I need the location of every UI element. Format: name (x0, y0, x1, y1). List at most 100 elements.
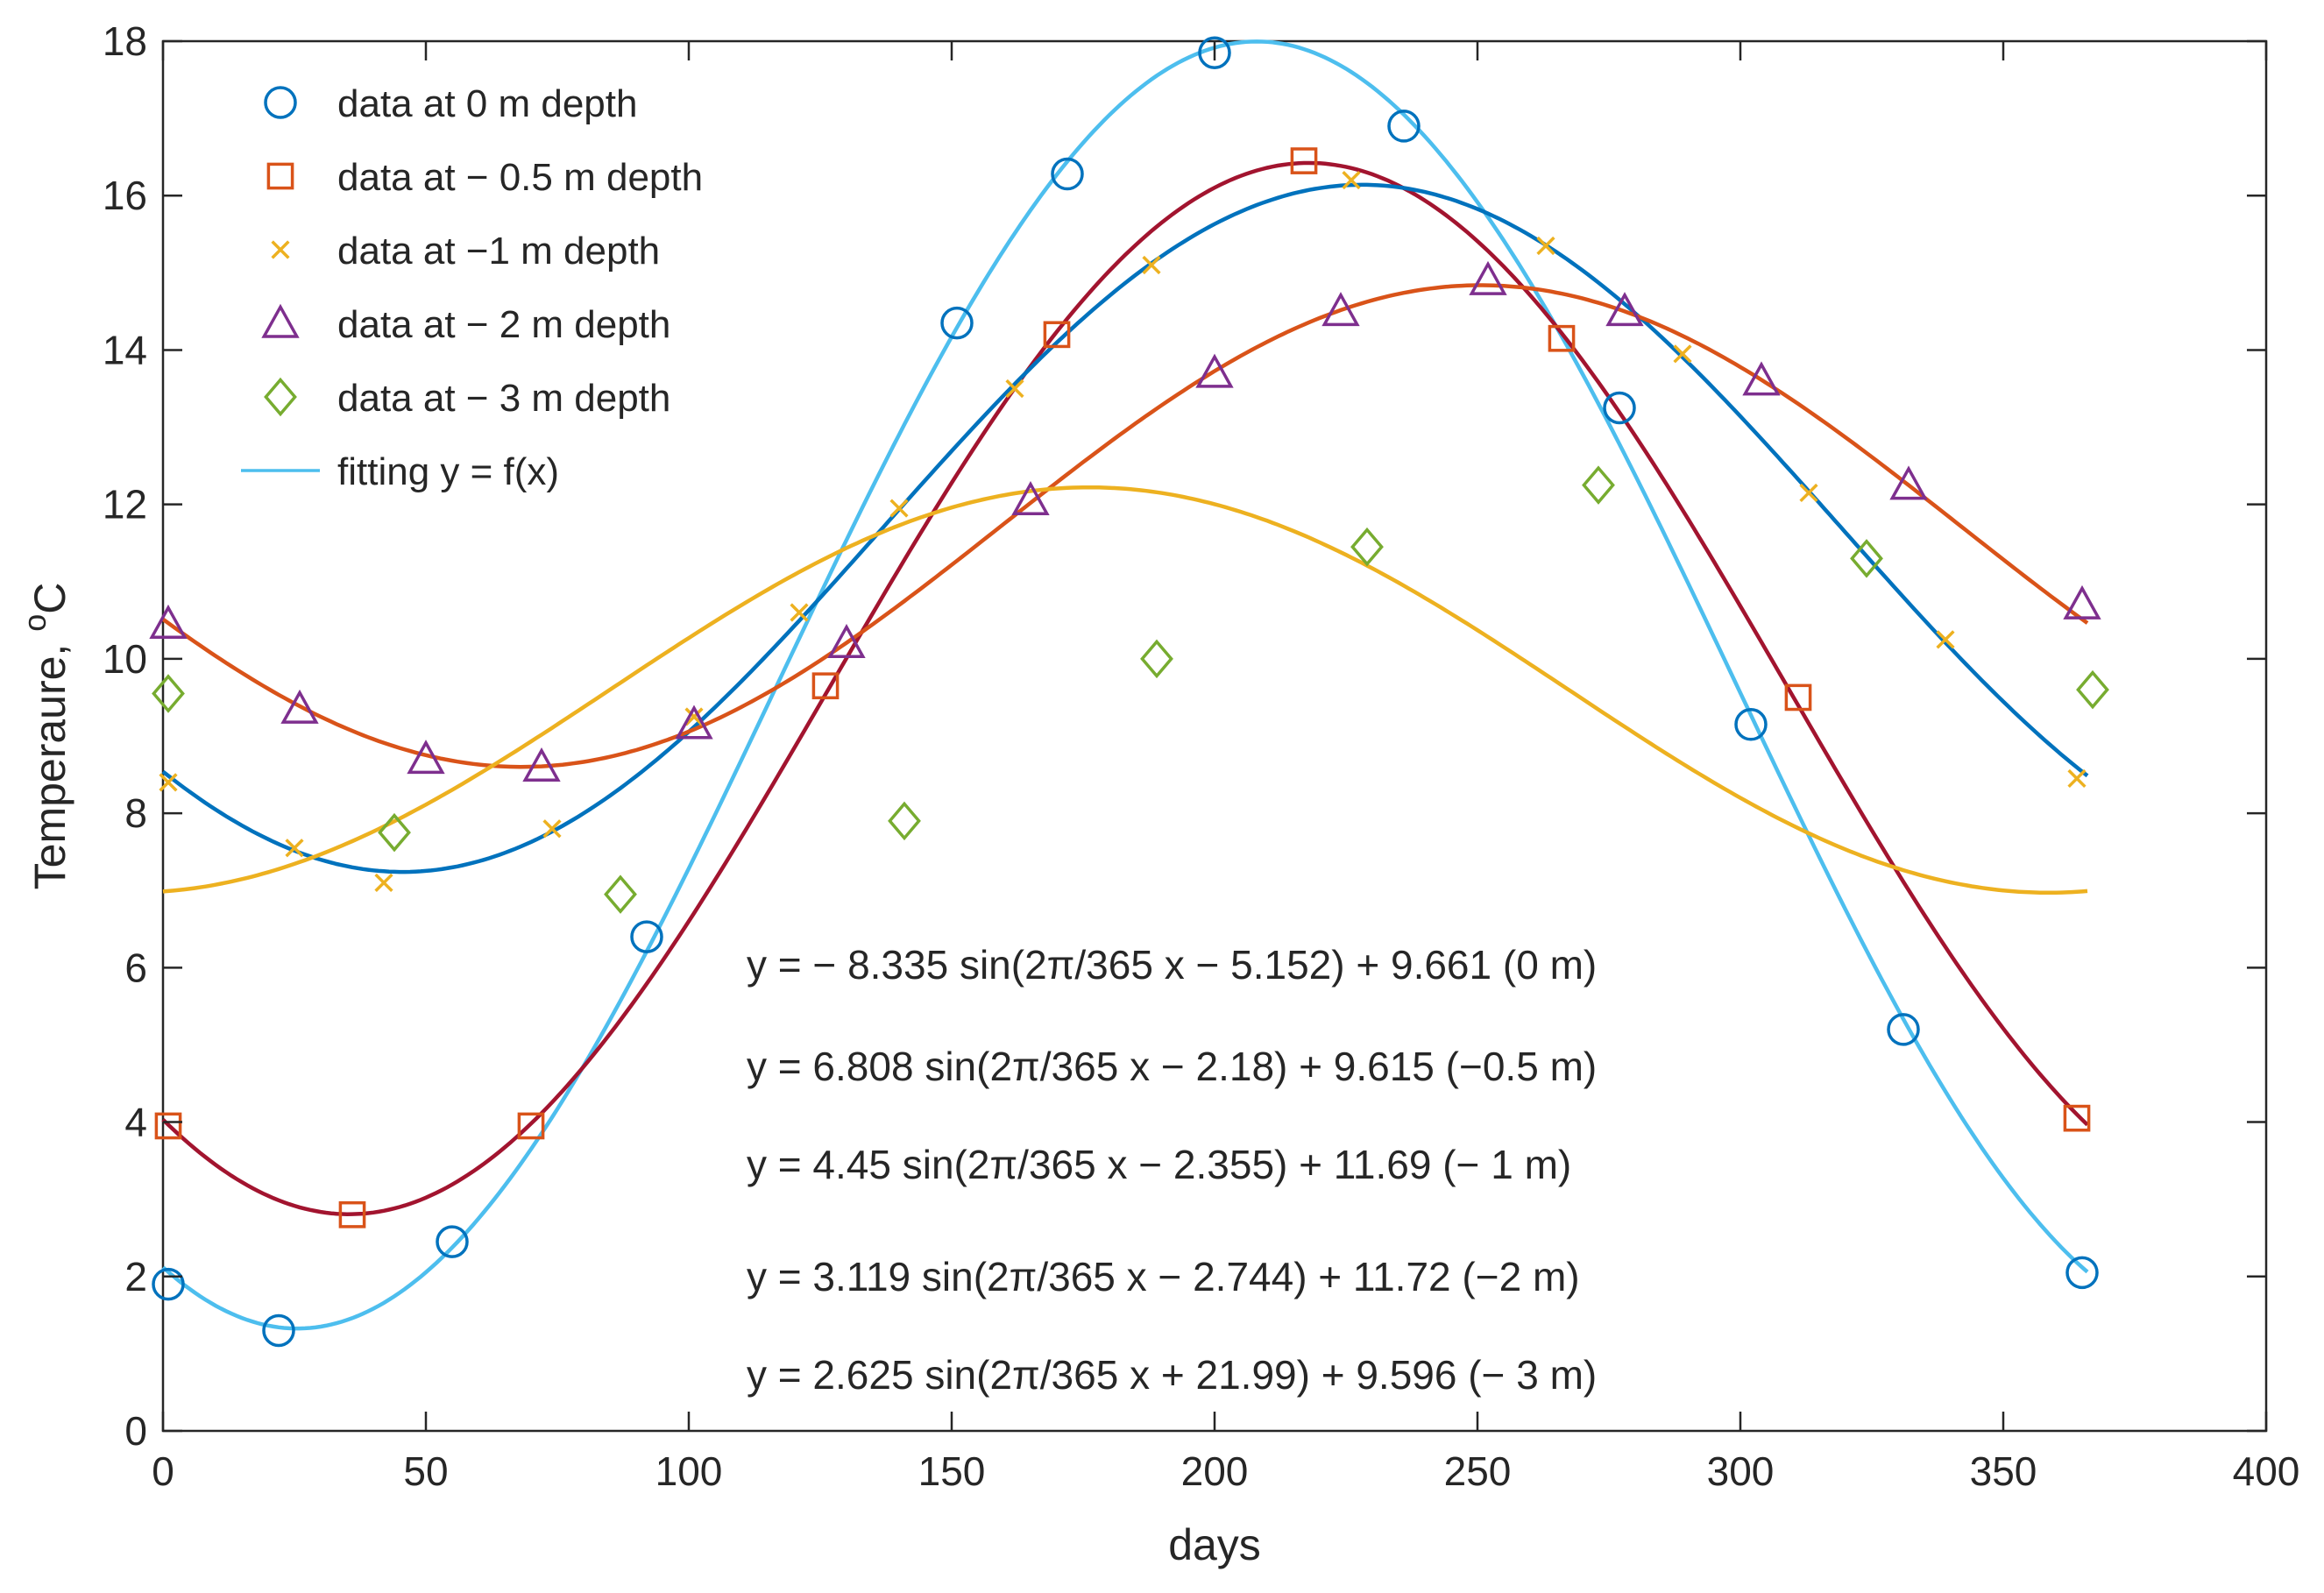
fit-equation: y = − 8.335 sin(2π/365 x − 5.152) + 9.66… (747, 942, 1597, 988)
y-tick-label: 12 (103, 482, 147, 527)
legend-label: data at − 2 m depth (337, 303, 670, 346)
data-point-square (338, 1200, 366, 1228)
data-point-diamond (264, 377, 297, 417)
data-point-diamond (152, 674, 185, 713)
y-axis-ticks: 0 2 4 6 8 10 12 14 16 18 (103, 18, 2266, 1454)
data-point-diamond (378, 812, 411, 853)
data-point-x (1799, 483, 1818, 503)
data-point-diamond (888, 801, 921, 841)
fit-curves (161, 39, 2089, 1331)
fit-curve (161, 182, 2089, 874)
data-point-circle (1387, 110, 1421, 143)
data-point-x (1936, 630, 1955, 649)
data-point-square (1548, 324, 1576, 352)
data-point-triangle (261, 303, 300, 338)
fit-curve (161, 160, 2089, 1216)
data-point-x (285, 839, 304, 858)
data-point-x (542, 819, 562, 839)
data-point-triangle (2063, 584, 2101, 620)
fit-equation: y = 2.625 sin(2π/365 x + 21.99) + 9.596 … (747, 1352, 1597, 1398)
y-axis-label-degree: o (17, 614, 53, 632)
data-point-triangle (1195, 353, 1234, 388)
x-tick-label: 300 (1707, 1448, 1775, 1494)
data-point-x (889, 499, 909, 518)
data-point-x (790, 603, 809, 622)
y-tick-label: 14 (103, 327, 147, 372)
data-point-triangle (522, 747, 561, 782)
data-point-triangle (675, 704, 713, 740)
x-tick-label: 100 (655, 1448, 723, 1494)
fit-equation: y = 3.119 sin(2π/365 x − 2.744) + 11.72 … (747, 1254, 1580, 1299)
data-point-diamond (2076, 669, 2109, 710)
data-point-circle (152, 1267, 185, 1301)
x-axis-label: days (1168, 1520, 1261, 1569)
data-point-triangle (1469, 260, 1507, 295)
data-markers (149, 36, 2109, 1348)
data-point-x (1005, 379, 1024, 399)
legend-label: data at 0 m depth (337, 82, 637, 125)
data-point-square (266, 162, 294, 190)
data-point-x (159, 773, 178, 792)
data-point-square (1043, 321, 1071, 349)
data-point-triangle (1321, 292, 1360, 327)
data-point-triangle (1605, 292, 1644, 327)
fit-curve (162, 485, 2088, 896)
fit-curve (161, 39, 2089, 1331)
y-tick-label: 8 (124, 790, 147, 836)
data-point-triangle (1889, 465, 1928, 500)
x-axis-ticks: 0 50 100 150 200 250 300 350 400 (152, 41, 2299, 1494)
data-point-circle (264, 86, 297, 119)
legend-label: data at −1 m depth (337, 230, 660, 273)
data-point-diamond (1582, 465, 1615, 505)
data-point-diamond (1850, 539, 1883, 578)
data-point-triangle (1011, 480, 1050, 515)
legend-label: data at − 0.5 m depth (337, 156, 703, 199)
data-point-x (684, 707, 704, 726)
data-point-x (1142, 255, 1161, 275)
data-point-square (1290, 147, 1318, 174)
x-tick-label: 400 (2233, 1448, 2300, 1494)
data-point-circle (2065, 1256, 2099, 1290)
x-tick-label: 350 (1970, 1448, 2037, 1494)
fit-equation: y = 6.808 sin(2π/365 x − 2.18) + 9.615 (… (747, 1044, 1597, 1089)
legend-label: fitting y = f(x) (337, 450, 559, 493)
y-tick-label: 16 (103, 173, 147, 218)
data-point-triangle (827, 623, 866, 658)
data-point-diamond (1350, 527, 1384, 567)
data-point-circle (1734, 708, 1768, 741)
data-point-x (1342, 171, 1361, 190)
y-tick-label: 6 (124, 945, 147, 990)
x-tick-label: 200 (1181, 1448, 1249, 1494)
data-point-diamond (604, 874, 637, 914)
svg-text:Temperaure, oC: Temperaure, oC (17, 583, 74, 890)
y-tick-label: 18 (103, 18, 147, 64)
data-point-x (1673, 344, 1692, 364)
data-point-circle (1603, 391, 1636, 425)
data-point-circle (1887, 1013, 1920, 1046)
y-tick-label: 10 (103, 636, 147, 682)
legend: data at 0 m depth data at − 0.5 m depth da… (241, 82, 703, 493)
y-axis-label-main: Temperaure, (25, 632, 74, 890)
data-point-x (1536, 236, 1555, 256)
data-point-x (2067, 768, 2087, 789)
plot-area (161, 39, 2268, 1433)
data-point-circle (436, 1225, 469, 1258)
y-tick-label: 4 (124, 1100, 147, 1145)
data-point-circle (262, 1313, 295, 1348)
data-point-square (2063, 1104, 2091, 1132)
data-point-triangle (407, 740, 445, 775)
data-point-x (374, 873, 393, 892)
data-point-square (1784, 683, 1812, 712)
data-point-circle (1051, 157, 1084, 191)
fit-equation: y = 4.45 sin(2π/365 x − 2.355) + 11.69 (… (747, 1142, 1571, 1187)
data-point-triangle (149, 604, 188, 639)
data-point-circle (1198, 36, 1231, 69)
x-tick-label: 0 (152, 1448, 174, 1494)
fit-curve (161, 283, 2089, 769)
data-point-triangle (1742, 361, 1781, 396)
x-tick-label: 50 (403, 1448, 448, 1494)
y-axis-label: Temperaure, oC (17, 583, 74, 890)
x-tick-label: 150 (918, 1448, 986, 1494)
data-point-square (811, 672, 840, 700)
